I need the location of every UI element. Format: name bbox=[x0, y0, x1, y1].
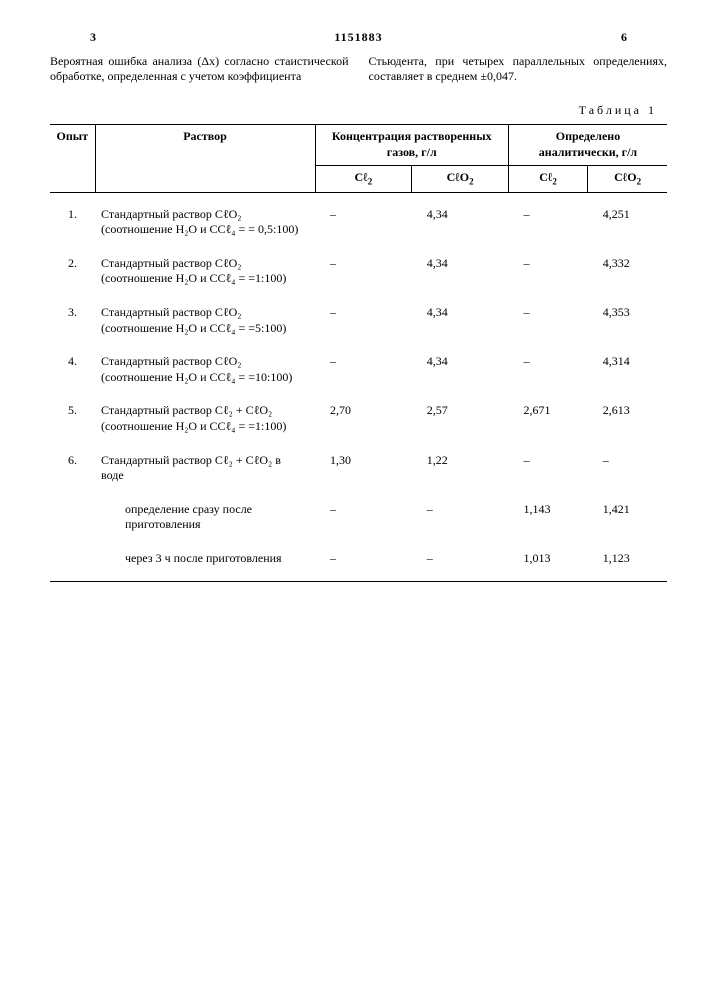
cell-opyt bbox=[50, 488, 95, 537]
page-mark-right: 6 bbox=[621, 30, 627, 46]
header-clo2-a: CℓO2 bbox=[412, 165, 509, 192]
cell-cl2-conc: – bbox=[315, 242, 412, 291]
document-page: 3 1151883 6 Вероятная ошибка анализа (Δx… bbox=[0, 0, 707, 582]
page-mark-left: 3 bbox=[90, 30, 96, 46]
cell-clo2-conc: 4,34 bbox=[412, 242, 509, 291]
cell-opyt: 1. bbox=[50, 192, 95, 242]
cell-desc: Стандартный раствор CℓO₂ (соотношение H₂… bbox=[95, 192, 315, 242]
cell-opyt: 2. bbox=[50, 242, 95, 291]
cell-cl2-det: – bbox=[508, 340, 587, 389]
cell-clo2-conc: – bbox=[412, 537, 509, 581]
table-row: 1.Стандартный раствор CℓO₂ (соотношение … bbox=[50, 192, 667, 242]
cell-clo2-det: 1,123 bbox=[588, 537, 667, 581]
intro-right-column: Стьюдента, при четырех параллельных опре… bbox=[369, 54, 668, 85]
cell-clo2-det: 2,613 bbox=[588, 389, 667, 438]
header-determined: Определено аналитически, г/л bbox=[508, 125, 667, 165]
header-opyt: Опыт bbox=[50, 125, 95, 192]
cell-desc: Стандартный раствор CℓO₂ (соотношение H₂… bbox=[95, 340, 315, 389]
cell-opyt: 4. bbox=[50, 340, 95, 389]
cell-clo2-det: 4,353 bbox=[588, 291, 667, 340]
cell-cl2-det: 2,671 bbox=[508, 389, 587, 438]
cell-cl2-det: 1,013 bbox=[508, 537, 587, 581]
cell-clo2-conc: 4,34 bbox=[412, 192, 509, 242]
cell-cl2-det: – bbox=[508, 192, 587, 242]
table-row: 2.Стандартный раствор CℓO₂ (соотношение … bbox=[50, 242, 667, 291]
cell-clo2-det: 4,332 bbox=[588, 242, 667, 291]
table-row: 4.Стандартный раствор CℓO₂ (соотношение … bbox=[50, 340, 667, 389]
table-caption: Таблица 1 bbox=[50, 103, 667, 119]
cell-cl2-conc: 2,70 bbox=[315, 389, 412, 438]
cell-opyt bbox=[50, 537, 95, 581]
document-number: 1151883 bbox=[334, 30, 382, 46]
cell-desc: Стандартный раствор Cℓ₂ + CℓO₂ в воде bbox=[95, 439, 315, 488]
cell-cl2-det: 1,143 bbox=[508, 488, 587, 537]
cell-cl2-conc: 1,30 bbox=[315, 439, 412, 488]
cell-desc: через 3 ч после приготовления bbox=[95, 537, 315, 581]
cell-cl2-det: – bbox=[508, 439, 587, 488]
header-clo2-b: CℓO2 bbox=[588, 165, 667, 192]
cell-clo2-conc: 4,34 bbox=[412, 340, 509, 389]
cell-opyt: 3. bbox=[50, 291, 95, 340]
cell-clo2-conc: 2,57 bbox=[412, 389, 509, 438]
data-table: Опыт Раствор Концентрация растворенных г… bbox=[50, 124, 667, 581]
header-cl2-b: Cℓ2 bbox=[508, 165, 587, 192]
cell-clo2-conc: 4,34 bbox=[412, 291, 509, 340]
cell-clo2-conc: 1,22 bbox=[412, 439, 509, 488]
cell-desc: Стандартный раствор CℓO₂ (соотношение H₂… bbox=[95, 291, 315, 340]
cell-cl2-conc: – bbox=[315, 291, 412, 340]
table-row: 3.Стандартный раствор CℓO₂ (соотношение … bbox=[50, 291, 667, 340]
cell-cl2-conc: – bbox=[315, 537, 412, 581]
cell-desc: Стандартный раствор Cℓ₂ + CℓO₂ (соотноше… bbox=[95, 389, 315, 438]
header-cl2-a: Cℓ2 bbox=[315, 165, 412, 192]
top-marks: 3 1151883 6 bbox=[50, 30, 667, 46]
header-concentration: Концентрация растворенных газов, г/л bbox=[315, 125, 508, 165]
cell-clo2-det: 4,314 bbox=[588, 340, 667, 389]
table-row: 5.Стандартный раствор Cℓ₂ + CℓO₂ (соотно… bbox=[50, 389, 667, 438]
cell-cl2-det: – bbox=[508, 291, 587, 340]
cell-clo2-conc: – bbox=[412, 488, 509, 537]
cell-opyt: 5. bbox=[50, 389, 95, 438]
cell-cl2-conc: – bbox=[315, 192, 412, 242]
cell-desc: определение сразу после приготовления bbox=[95, 488, 315, 537]
intro-paragraph: Вероятная ошибка анализа (Δx) согласно с… bbox=[50, 54, 667, 85]
cell-cl2-conc: – bbox=[315, 488, 412, 537]
table-row: 6.Стандартный раствор Cℓ₂ + CℓO₂ в воде1… bbox=[50, 439, 667, 488]
cell-cl2-conc: – bbox=[315, 340, 412, 389]
header-rastvor: Раствор bbox=[95, 125, 315, 192]
cell-opyt: 6. bbox=[50, 439, 95, 488]
intro-left-column: Вероятная ошибка анализа (Δx) согласно с… bbox=[50, 54, 349, 85]
cell-cl2-det: – bbox=[508, 242, 587, 291]
cell-desc: Стандартный раствор CℓO₂ (соотношение H₂… bbox=[95, 242, 315, 291]
cell-clo2-det: – bbox=[588, 439, 667, 488]
table-row: через 3 ч после приготовления––1,0131,12… bbox=[50, 537, 667, 581]
cell-clo2-det: 4,251 bbox=[588, 192, 667, 242]
cell-clo2-det: 1,421 bbox=[588, 488, 667, 537]
table-row: определение сразу после приготовления––1… bbox=[50, 488, 667, 537]
